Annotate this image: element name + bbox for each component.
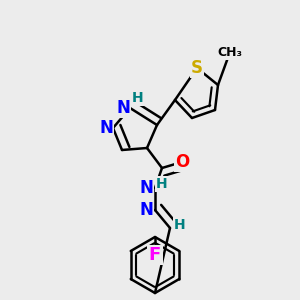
Text: N: N [99,119,113,137]
Text: S: S [191,59,203,77]
Text: H: H [132,91,144,105]
Text: F: F [149,246,161,264]
Text: N: N [116,99,130,117]
Text: H: H [174,218,186,232]
Text: N: N [139,201,153,219]
Text: N: N [139,179,153,197]
Text: O: O [175,153,189,171]
Text: H: H [156,177,168,191]
Text: CH₃: CH₃ [218,46,242,59]
